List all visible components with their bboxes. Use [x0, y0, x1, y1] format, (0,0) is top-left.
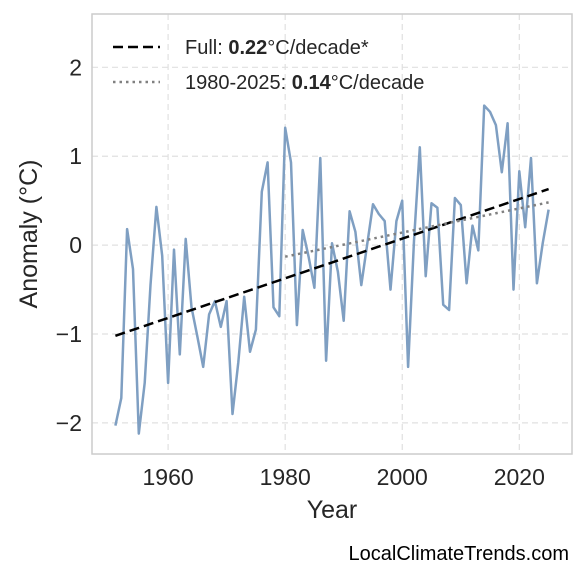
x-tick-label-1980: 1980: [260, 464, 311, 490]
y-tick-labels: −2 −1 0 1 2: [56, 54, 82, 436]
legend-full-suffix: °C/decade*: [267, 37, 369, 59]
data-lines: [114, 104, 550, 435]
legend-recent-label: 1980-2025: 0.14°C/decade: [185, 72, 424, 94]
legend-full-rate: 0.22: [228, 37, 267, 59]
legend-full-label: Full: 0.22°C/decade*: [185, 37, 369, 59]
x-tick-label-2000: 2000: [377, 464, 428, 490]
y-tick-label-2: 2: [69, 54, 82, 80]
y-axis-title: Anomaly (°C): [15, 160, 43, 309]
x-tick-label-2020: 2020: [494, 464, 545, 490]
y-tick-label--2: −2: [56, 410, 82, 436]
source-credit: LocalClimateTrends.com: [349, 543, 569, 565]
y-tick-label--1: −1: [56, 321, 82, 347]
full-trend-line: [114, 187, 550, 337]
x-axis-title: Year: [307, 496, 358, 524]
plot-frame: [91, 13, 573, 455]
y-tick-label-1: 1: [69, 143, 82, 169]
legend-recent-suffix: °C/decade: [331, 72, 425, 94]
annual-anomaly-line: [114, 104, 550, 435]
x-tick-labels: 1960 1980 2000 2020: [143, 464, 545, 490]
grid: [92, 14, 572, 454]
plot-background: [92, 14, 572, 454]
legend-full-prefix: Full:: [185, 37, 228, 59]
legend: Full: 0.22°C/decade* 1980-2025: 0.14°C/d…: [113, 37, 424, 94]
legend-recent-prefix: 1980-2025:: [185, 72, 292, 94]
legend-recent-rate: 0.14: [292, 72, 332, 94]
x-tick-label-1960: 1960: [143, 464, 194, 490]
y-tick-label-0: 0: [69, 232, 82, 258]
